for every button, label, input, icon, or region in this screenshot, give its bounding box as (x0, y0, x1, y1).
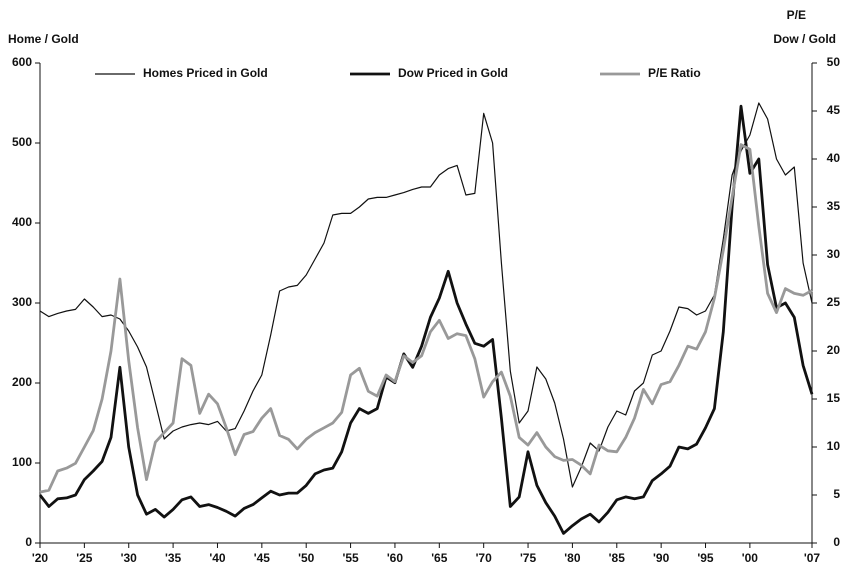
legend-label: Homes Priced in Gold (143, 66, 268, 80)
y2-tick-label: 30 (827, 247, 841, 261)
y-tick-label: 0 (25, 535, 32, 549)
x-tick-label: '90 (653, 551, 670, 565)
y2-tick-label: 40 (827, 151, 841, 165)
x-tick-label: '35 (165, 551, 182, 565)
y2-tick-label: 25 (827, 295, 841, 309)
x-tick-label: '40 (209, 551, 226, 565)
y2-tick-label: 5 (833, 487, 840, 501)
x-tick-label: '70 (476, 551, 493, 565)
x-tick-label: '60 (387, 551, 404, 565)
x-tick-label: '55 (342, 551, 359, 565)
y-axis-label: Home / Gold (8, 32, 79, 46)
x-tick-label: '50 (298, 551, 315, 565)
x-tick-label: '30 (121, 551, 138, 565)
y2-tick-label: 50 (827, 55, 841, 69)
y-tick-label: 300 (12, 295, 32, 309)
y2-tick-label: 15 (827, 391, 841, 405)
y-tick-label: 600 (12, 55, 32, 69)
legend-label: P/E Ratio (648, 66, 701, 80)
series-line (39, 143, 813, 494)
x-tick-label: '85 (609, 551, 626, 565)
x-tick-label: '65 (431, 551, 448, 565)
x-tick-label: '80 (564, 551, 581, 565)
y2-tick-label: 20 (827, 343, 841, 357)
series-line (38, 104, 814, 535)
y2-tick-label: 45 (827, 103, 841, 117)
x-tick-label: '20 (32, 551, 49, 565)
y2-tick-label: 0 (833, 535, 840, 549)
legend-label: Dow Priced in Gold (398, 66, 508, 80)
x-tick-label: '07 (804, 551, 821, 565)
x-tick-label: '00 (742, 551, 759, 565)
x-tick-label: '45 (254, 551, 271, 565)
x-tick-label: '95 (697, 551, 714, 565)
x-tick-label: '25 (76, 551, 93, 565)
y2-tick-label: 35 (827, 199, 841, 213)
y2-axis-label: Dow / Gold (773, 32, 836, 46)
y-tick-label: 400 (12, 215, 32, 229)
y2-tick-label: 10 (827, 439, 841, 453)
y-tick-label: 500 (12, 135, 32, 149)
y-tick-label: 100 (12, 455, 32, 469)
series-line (39, 102, 813, 488)
x-tick-label: '75 (520, 551, 537, 565)
y-tick-label: 200 (12, 375, 32, 389)
y2-axis-label: P/E (787, 8, 806, 22)
